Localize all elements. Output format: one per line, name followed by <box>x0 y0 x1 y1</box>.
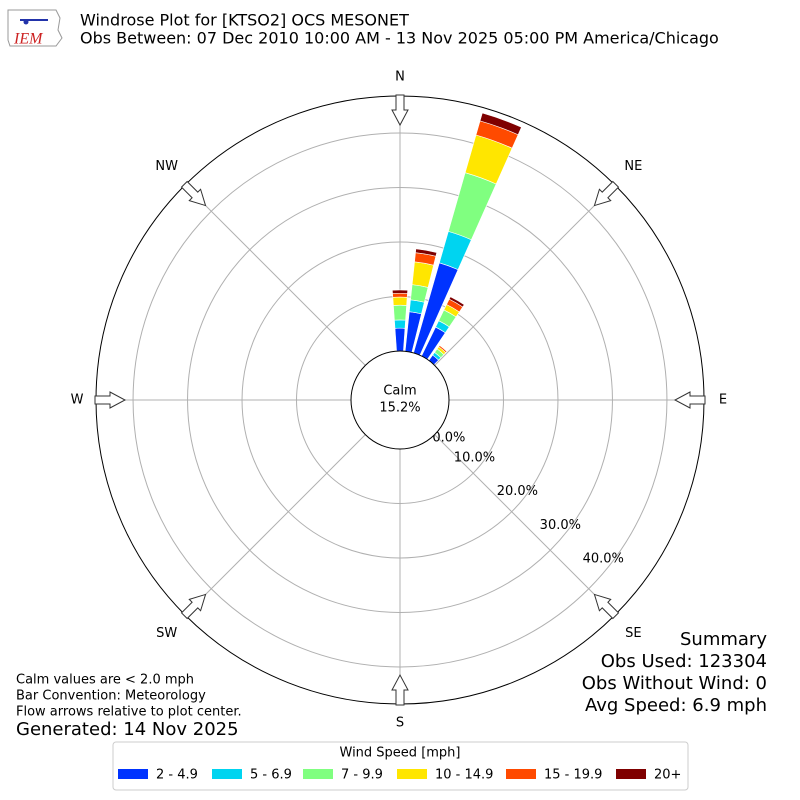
bar-segment <box>411 261 434 288</box>
calm-circle <box>350 350 450 450</box>
flow-arrow <box>593 593 620 620</box>
flow-arrow <box>180 180 207 207</box>
chart-subtitle: Obs Between: 07 Dec 2010 10:00 AM - 13 N… <box>80 29 719 48</box>
summary-line: Obs Used: 123304 <box>601 651 767 672</box>
flow-arrow <box>180 593 207 620</box>
chart-title: Windrose Plot for [KTSO2] OCS MESONET <box>80 11 409 30</box>
logo-text: IEM <box>13 31 44 48</box>
compass-label: W <box>71 393 84 408</box>
flow-arrow <box>391 94 409 127</box>
bar-segment <box>448 296 465 308</box>
spoke <box>434 434 616 616</box>
calm-value: 15.2% <box>379 401 420 416</box>
flow-arrow <box>593 180 620 207</box>
calm-label: Calm <box>383 384 416 399</box>
flow-arrow <box>673 391 706 409</box>
legend-title: Wind Speed [mph] <box>340 746 461 761</box>
note: Flow arrows relative to plot center. <box>16 705 242 720</box>
compass-label: NW <box>155 159 178 174</box>
legend-swatch <box>397 769 427 779</box>
bar-segment <box>479 112 522 136</box>
bar-segment <box>439 344 448 352</box>
compass-label: E <box>719 393 727 408</box>
legend-label: 15 - 19.9 <box>544 768 602 783</box>
r-tick-label: 20.0% <box>497 484 538 499</box>
generated: Generated: 14 Nov 2025 <box>16 719 239 740</box>
summary-title: Summary <box>680 629 767 650</box>
bar-segment <box>415 248 438 257</box>
grid-ring <box>241 241 559 559</box>
logo-dot <box>23 19 29 25</box>
logo-outline <box>7 9 63 47</box>
compass-label: NE <box>624 159 642 174</box>
legend-box <box>112 741 689 791</box>
legend-swatch <box>303 769 333 779</box>
note: Bar Convention: Meteorology <box>16 689 206 704</box>
summary-line: Obs Without Wind: 0 <box>582 673 767 694</box>
spoke <box>434 184 616 366</box>
bar-segment <box>394 327 406 352</box>
legend-label: 10 - 14.9 <box>435 768 493 783</box>
legend-label: 5 - 6.9 <box>250 768 292 783</box>
bar-segment <box>392 289 408 294</box>
summary-line: Avg Speed: 6.9 mph <box>585 695 767 716</box>
r-tick-label: 40.0% <box>583 551 624 566</box>
r-tick-label: 30.0% <box>540 518 581 533</box>
legend-label: 20+ <box>654 768 681 783</box>
bar-segment <box>392 296 408 306</box>
grid-ring <box>132 132 668 668</box>
bar-segment <box>393 304 407 321</box>
note: Calm values are < 2.0 mph <box>16 673 194 688</box>
legend-label: 7 - 9.9 <box>341 768 383 783</box>
r-tick-label: 0.0% <box>432 431 465 446</box>
bar-segment <box>392 292 408 298</box>
compass-label: N <box>395 70 405 85</box>
grid-ring <box>187 187 613 613</box>
bar-segment <box>394 319 406 329</box>
spoke <box>184 434 366 616</box>
r-tick-label: 10.0% <box>454 451 495 466</box>
bar-segment <box>447 172 497 241</box>
flow-arrow <box>391 673 409 706</box>
legend-label: 2 - 4.9 <box>156 768 198 783</box>
legend-swatch <box>212 769 242 779</box>
flow-arrow <box>94 391 127 409</box>
legend-swatch <box>506 769 536 779</box>
spoke <box>184 184 366 366</box>
legend-swatch <box>616 769 646 779</box>
logo: IEM <box>7 9 63 48</box>
compass-label: SE <box>625 626 641 641</box>
compass-label: SW <box>156 626 177 641</box>
legend-swatch <box>118 769 148 779</box>
compass-label: S <box>396 716 404 731</box>
